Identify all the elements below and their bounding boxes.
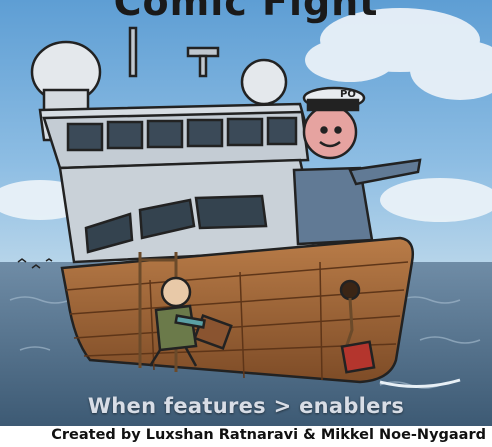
ship-hull: [60, 236, 414, 384]
hawse-hole: [339, 279, 361, 301]
comic-illustration: PO: [0, 0, 492, 426]
radar-dome-right: [240, 58, 288, 106]
birds: [17, 258, 53, 269]
comic-title: Comic Fight: [113, 0, 379, 24]
comic-panel: PO Comic Fight When features > enablers: [0, 0, 492, 426]
caption: When features > enablers: [87, 394, 405, 418]
ship-superstructure: [30, 26, 322, 264]
bow-wave: [379, 378, 461, 388]
worker-character: [148, 276, 206, 367]
credit-line: Created by Luxshan Ratnaravi & Mikkel No…: [51, 427, 486, 443]
clouds: [0, 8, 492, 222]
po-character: PO: [292, 86, 422, 246]
patch: [340, 340, 376, 374]
cap-badge-text: PO: [340, 89, 356, 100]
